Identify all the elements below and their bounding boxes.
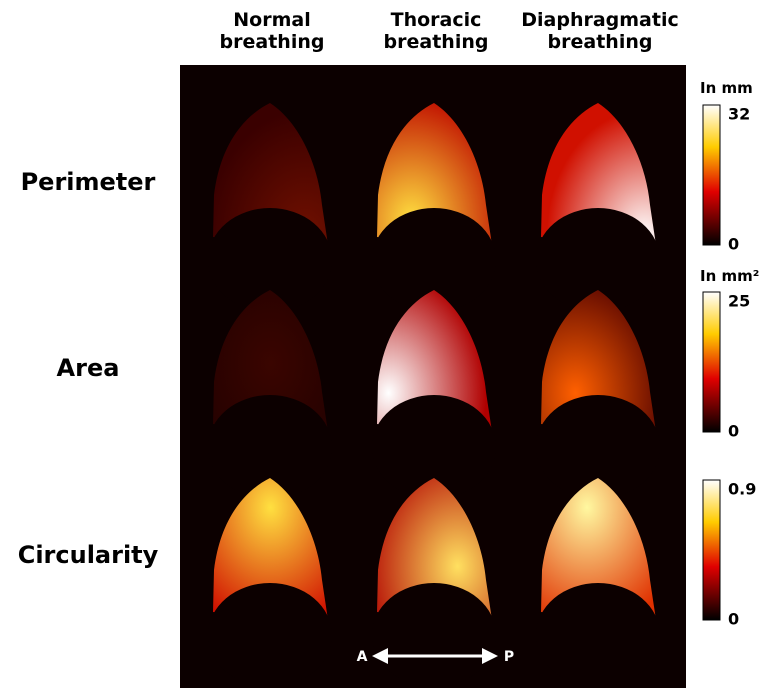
colorbar-max: 32 (728, 105, 750, 124)
direction-arrow: A P (357, 648, 514, 665)
lung-base (372, 583, 496, 687)
lung-base (208, 395, 332, 499)
lung-base (536, 395, 660, 499)
lung-map (213, 290, 328, 437)
lung-base (536, 208, 660, 312)
column-header: breathing (384, 31, 489, 53)
arrow-label: A (357, 649, 368, 665)
lung-map (541, 478, 656, 625)
column-header: Diaphragmatic (521, 9, 679, 31)
lung-base (208, 583, 332, 687)
lung-map (377, 103, 492, 250)
lung-map (541, 103, 656, 250)
lung-map (377, 290, 492, 437)
lung-map (213, 478, 328, 625)
lung-base (372, 395, 496, 499)
lung-map (541, 290, 656, 437)
colorbar (702, 479, 721, 621)
column-header: breathing (220, 31, 325, 53)
heatmaps (208, 103, 660, 687)
lung-base (372, 208, 496, 312)
lung-map (213, 103, 328, 250)
lung-base (208, 208, 332, 312)
row-label: Area (57, 354, 120, 382)
row-label: Circularity (18, 541, 159, 569)
arrow-label: P (504, 649, 514, 665)
column-header: breathing (548, 31, 653, 53)
colorbar-unit: In mm (700, 79, 753, 97)
colorbar-min: 0 (728, 610, 739, 629)
colorbar-max: 25 (728, 292, 750, 311)
lung-base (536, 583, 660, 687)
lung-map (377, 478, 492, 625)
colorbar (702, 104, 721, 246)
colorbar-min: 0 (728, 422, 739, 441)
colorbar (702, 291, 721, 433)
colorbar-unit: In mm² (700, 267, 759, 285)
column-header: Normal (233, 9, 310, 31)
column-header: Thoracic (391, 9, 482, 31)
colorbar-max: 0.9 (728, 480, 756, 499)
colorbar-min: 0 (728, 235, 739, 254)
row-label: Perimeter (21, 168, 156, 196)
